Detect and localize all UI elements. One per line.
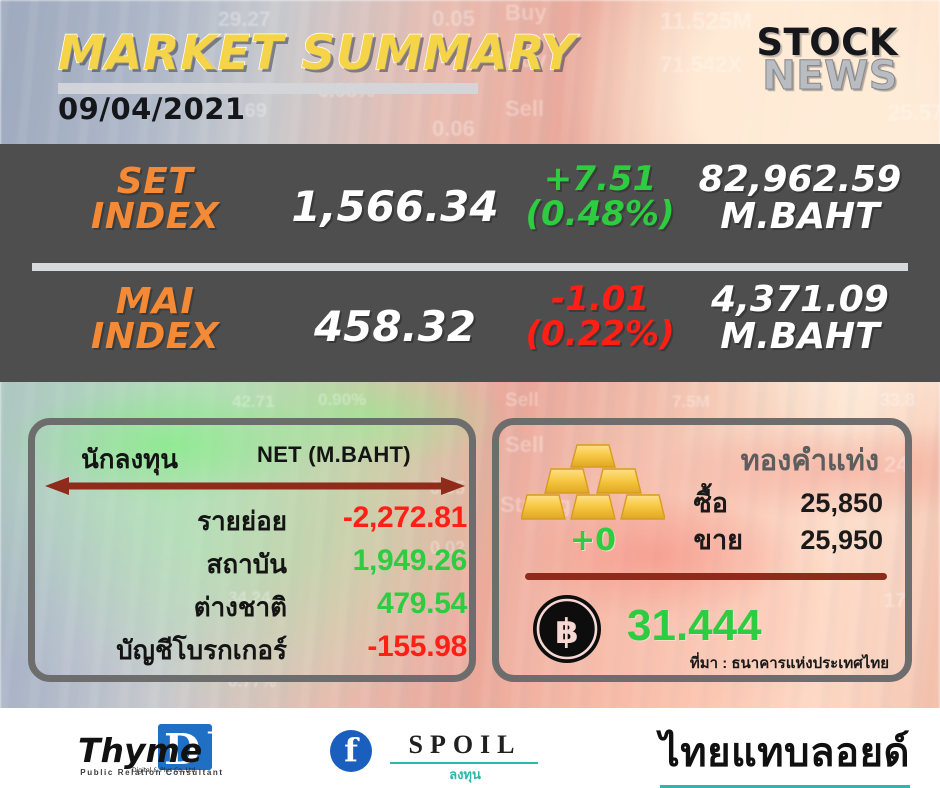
- gold-panel-title: ทองคำแท่ง: [740, 445, 879, 477]
- investor-row: สถาบัน 1,949.26: [35, 544, 469, 587]
- gold-fx-panel: +0 ทองคำแท่ง ซื้อ 25,850 ขาย 25,950 ฿ 31…: [492, 418, 912, 682]
- investor-row-label: สถาบัน: [206, 549, 288, 579]
- header: MARKET SUMMARY 09/04/2021 STOCK NEWS: [0, 0, 940, 144]
- fx-source-label: ที่มา : ธนาคารแห่งประเทศไทย: [689, 655, 889, 672]
- svg-text:+: +: [206, 723, 220, 743]
- gold-sell-row: ขาย 25,950: [693, 518, 883, 561]
- double-arrow-icon: [43, 475, 467, 497]
- investor-row-label: รายย่อย: [197, 506, 287, 536]
- thyme-d-logo: D + Thyme Digital & Plus Co.,Ltd: [72, 718, 232, 780]
- svg-text:Thyme: Thyme: [78, 731, 202, 770]
- index-name-set-line2: INDEX: [90, 196, 220, 238]
- thai-tabloid-wordmark: ไทยแทบลอยด์: [659, 731, 910, 775]
- svg-text:฿: ฿: [555, 612, 579, 652]
- gold-buy-label: ซื้อ: [693, 488, 729, 518]
- investor-row: รายย่อย -2,272.81: [35, 501, 469, 544]
- spoil-underline: [390, 762, 538, 764]
- investor-panel: นักลงทุน NET (M.BAHT) รายย่อย -2,272.81 สถ…: [28, 418, 476, 682]
- title-underline-bar: [58, 83, 478, 94]
- investor-row-value: 479.54: [377, 587, 467, 620]
- index-change-abs-set: +7.51: [543, 159, 657, 199]
- footer: D + Thyme Digital & Plus Co.,Ltd Public …: [0, 708, 940, 788]
- gold-change-value: +0: [569, 523, 616, 558]
- investor-panel-title: นักลงทุน: [81, 444, 179, 474]
- index-row-mai: MAI INDEX 458.32 -1.01 (0.22%) 4,371.09 …: [0, 278, 940, 388]
- index-band: SET INDEX 1,566.34 +7.51 (0.48%) 82,962.…: [0, 144, 940, 382]
- index-name-set-line1: SET: [116, 161, 194, 202]
- brand-logo: STOCK NEWS: [756, 21, 898, 100]
- investor-net-header: NET (M.BAHT): [257, 442, 411, 467]
- brand-logo-news: NEWS: [762, 53, 898, 100]
- investor-row-value: -2,272.81: [342, 501, 467, 534]
- investor-row-label: ต่างชาติ: [193, 592, 287, 622]
- svg-text:Digital & Plus Co.,Ltd: Digital & Plus Co.,Ltd: [132, 767, 195, 774]
- thai-tabloid-underline: [659, 785, 910, 788]
- spoil-subtitle: ลงทุน: [449, 767, 481, 782]
- index-change-pct-set: (0.48%): [525, 193, 675, 234]
- facebook-icon[interactable]: f: [330, 730, 372, 772]
- index-change-mai: -1.01 (0.22%): [500, 282, 700, 351]
- index-row-set: SET INDEX 1,566.34 +7.51 (0.48%) 82,962.…: [0, 158, 940, 268]
- investor-row-value: 1,949.26: [352, 544, 468, 577]
- index-change-set: +7.51 (0.48%): [500, 162, 700, 231]
- gold-sell-label: ขาย: [693, 525, 743, 555]
- investor-row: ต่างชาติ 479.54: [35, 587, 469, 630]
- fx-rate-value: 31.444: [627, 601, 762, 650]
- investor-row: บัญชีโบรกเกอร์ -155.98: [35, 630, 469, 673]
- index-change-pct-mai: (0.22%): [525, 313, 675, 354]
- index-volume-value-mai: 4,371.09: [711, 279, 889, 320]
- investor-row-label: บัญชีโบรกเกอร์: [116, 635, 287, 665]
- index-name-set: SET INDEX: [30, 161, 280, 238]
- facebook-icon-glyph: f: [344, 731, 358, 769]
- index-volume-unit-mai: M.BAHT: [720, 315, 880, 357]
- index-name-mai-line1: MAI: [115, 281, 195, 322]
- panel-separator-rule: [525, 573, 887, 580]
- gold-buy-row: ซื้อ 25,850: [693, 481, 883, 524]
- spoil-logo: f SPOIL ลงทุน: [330, 724, 540, 782]
- investor-rows: รายย่อย -2,272.81 สถาบัน 1,949.26 ต่างชาติ 47…: [35, 501, 469, 673]
- index-volume-unit-set: M.BAHT: [720, 195, 880, 237]
- page-title: MARKET SUMMARY: [57, 25, 577, 82]
- brand-logo-stock: STOCK: [756, 21, 898, 64]
- baht-coin-icon: ฿: [531, 593, 603, 665]
- svg-text:D: D: [164, 725, 200, 774]
- index-change-abs-mai: -1.01: [551, 279, 649, 319]
- index-volume-value-set: 82,962.59: [698, 159, 902, 200]
- spoil-wordmark: SPOIL: [408, 730, 522, 759]
- index-volume-set: 82,962.59 M.BAHT: [660, 159, 940, 237]
- gold-buy-value: 25,850: [800, 488, 883, 518]
- index-name-mai: MAI INDEX: [30, 281, 280, 358]
- index-volume-mai: 4,371.09 M.BAHT: [660, 279, 940, 357]
- gold-sell-value: 25,950: [800, 525, 883, 555]
- thai-tabloid-logo: ไทยแทบลอยด์: [659, 720, 910, 788]
- gold-bars-icon: [520, 443, 666, 521]
- thyme-d-tagline: Public Relation Consultant: [80, 768, 224, 777]
- report-date: 09/04/2021: [58, 92, 246, 126]
- index-value-mai: 458.32: [313, 302, 477, 351]
- index-value-set: 1,566.34: [291, 182, 499, 231]
- index-name-mai-line2: INDEX: [90, 316, 220, 358]
- band-divider: [32, 263, 908, 271]
- investor-row-value: -155.98: [367, 630, 467, 663]
